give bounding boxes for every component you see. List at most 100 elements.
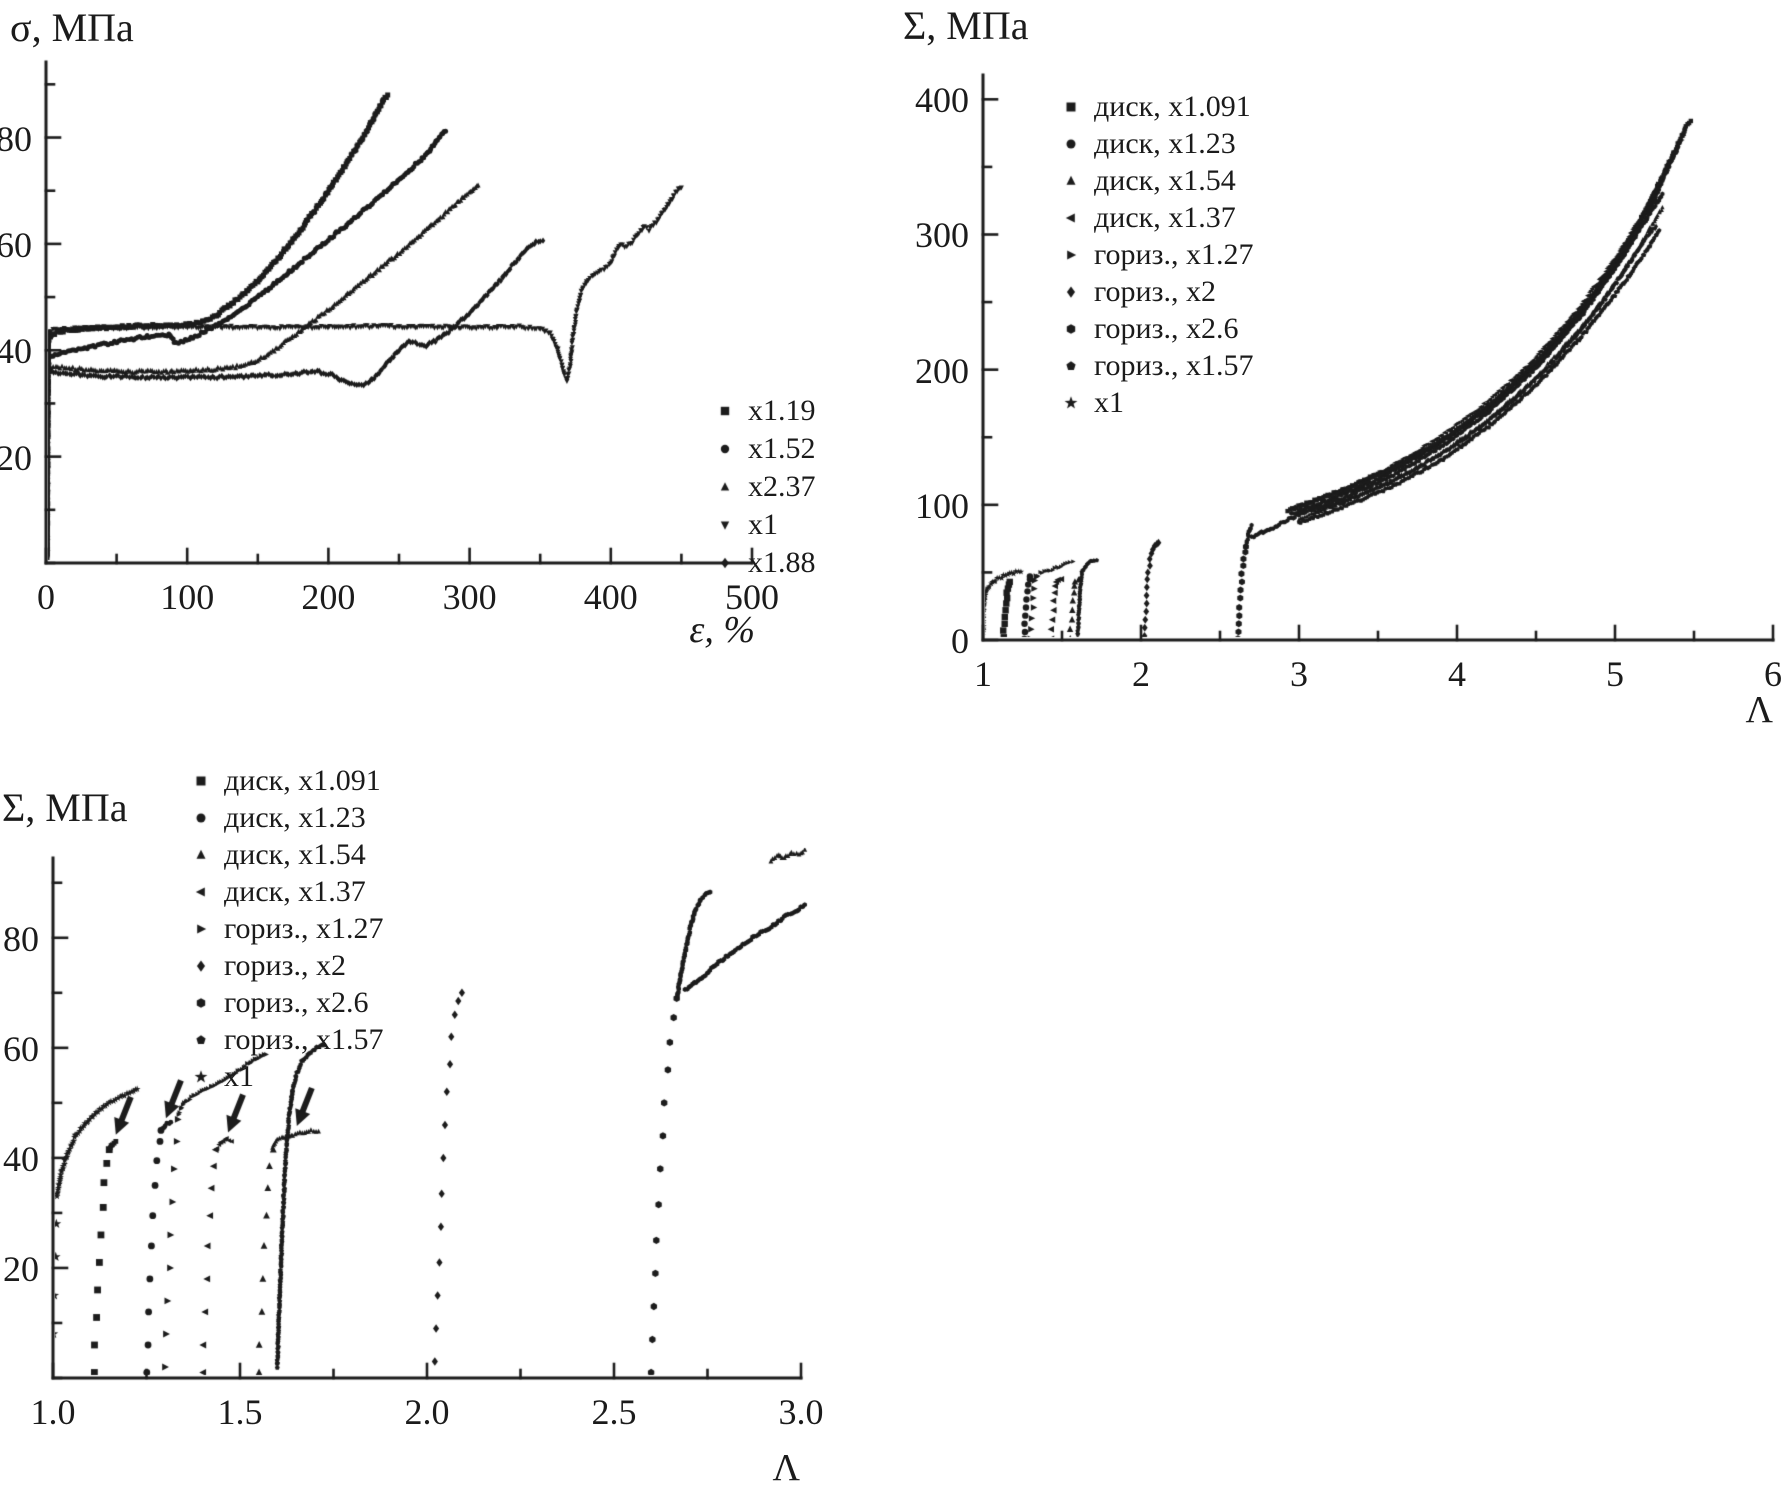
legend-item: диск, x1.54 <box>192 836 383 873</box>
legend-item: x1 <box>716 506 816 544</box>
legend-marker-square-icon <box>716 402 734 420</box>
legend-marker-triangle-up-icon <box>1062 171 1080 190</box>
legend-item: x1.52 <box>716 430 816 468</box>
panel3-x-tick-label: 2.5 <box>591 1392 637 1432</box>
legend-item: диск, x1.23 <box>1062 125 1253 162</box>
legend-item-label: гориз., x2 <box>224 948 346 982</box>
legend-item: гориз., x2.6 <box>1062 310 1253 347</box>
legend-marker-triangle-up-icon <box>716 478 734 496</box>
legend-item-label: диск, x1.091 <box>1094 89 1251 123</box>
panel2-x-tick-label: 2 <box>1132 654 1150 694</box>
legend-item: диск, x1.37 <box>1062 199 1253 236</box>
legend-item: гориз., x1.57 <box>1062 347 1253 384</box>
legend-marker-diamond-icon <box>1062 282 1080 301</box>
legend-marker-circle-icon <box>716 440 734 458</box>
panel2-legend: диск, x1.091 диск, x1.23 диск, x1.54 диск, … <box>1062 88 1253 421</box>
panel1-y-tick-label: 80 <box>0 118 32 159</box>
panel3-legend: диск, x1.091 диск, x1.23 диск, x1.54 диск, … <box>192 762 383 1095</box>
panel2-x-tick-label: 6 <box>1764 654 1782 694</box>
legend-item-label: диск, x1.54 <box>224 837 366 871</box>
panel3-y-tick-label: 60 <box>3 1028 39 1069</box>
panel2-x-tick-label: 5 <box>1606 654 1624 694</box>
legend-item: x2.37 <box>716 468 816 506</box>
legend-marker-star-icon <box>1062 393 1080 412</box>
legend-item-label: x2.37 <box>748 470 816 503</box>
legend-marker-pentagon-icon <box>192 1030 210 1049</box>
legend-item: x1.19 <box>716 392 816 430</box>
panel2-x-axis-title: Λ <box>1745 689 1773 731</box>
panel3-y-tick-label: 40 <box>3 1138 39 1179</box>
legend-item: гориз., x2 <box>192 947 383 984</box>
panel1-y-axis-title: σ, МПа <box>10 5 134 50</box>
legend-item-label: гориз., x1.57 <box>1094 348 1254 382</box>
panel2-x-tick-label: 3 <box>1290 654 1308 694</box>
legend-item: диск, x1.23 <box>192 799 383 836</box>
panel1-x-axis-title: ε, % <box>689 609 755 651</box>
panel1-x-tick-label: 100 <box>160 577 215 617</box>
legend-item: гориз., x1.27 <box>192 910 383 947</box>
legend-item-label: диск, x1.23 <box>224 800 366 834</box>
legend-marker-pentagon-icon <box>1062 356 1080 375</box>
panel1-x-tick-label: 400 <box>583 577 638 617</box>
panel3-x-axis-title: Λ <box>772 1447 800 1489</box>
legend-marker-circle-icon <box>192 808 210 827</box>
panel1-x-tick-label: 0 <box>37 577 55 617</box>
legend-marker-diamond-icon <box>716 554 734 572</box>
legend-item-label: x1 <box>224 1059 254 1093</box>
legend-marker-diamond-icon <box>192 956 210 975</box>
legend-marker-triangle-right-icon <box>192 919 210 938</box>
legend-item-label: диск, x1.37 <box>1094 200 1236 234</box>
panel3-y-tick-label: 80 <box>3 918 39 959</box>
legend-item-label: гориз., x1.57 <box>224 1022 384 1056</box>
legend-marker-triangle-right-icon <box>1062 245 1080 264</box>
legend-marker-hexagon-icon <box>1062 319 1080 338</box>
legend-item-label: x1.19 <box>748 394 816 427</box>
legend-item: гориз., x1.57 <box>192 1021 383 1058</box>
legend-item-label: гориз., x1.27 <box>224 911 384 945</box>
legend-item: x1 <box>192 1058 383 1095</box>
legend-marker-triangle-up-icon <box>192 845 210 864</box>
panel1-y-tick-label: 40 <box>0 331 32 372</box>
legend-item-label: диск, x1.54 <box>1094 163 1236 197</box>
panel2-y-axis-title: Σ, МПа <box>903 3 1029 48</box>
panel1-legend: x1.19 x1.52 x2.37 x1 x1.88 <box>716 392 816 582</box>
panel3-x-tick-label: 1.5 <box>217 1392 263 1432</box>
legend-item-label: x1 <box>1094 385 1124 419</box>
legend-item-label: диск, x1.37 <box>224 874 366 908</box>
panel3-x-tick-label: 1.0 <box>30 1392 76 1432</box>
panel3-x-tick-label: 3.0 <box>778 1392 824 1432</box>
panel1-y-tick-label: 60 <box>0 224 32 265</box>
legend-marker-circle-icon <box>1062 134 1080 153</box>
legend-marker-square-icon <box>1062 97 1080 116</box>
panel2-x-tick-label: 1 <box>974 654 992 694</box>
legend-item: гориз., x1.27 <box>1062 236 1253 273</box>
panel2-y-tick-label: 100 <box>915 485 969 526</box>
legend-item: гориз., x2.6 <box>192 984 383 1021</box>
panel2-y-tick-label: 400 <box>915 80 969 121</box>
legend-item-label: x1.52 <box>748 432 816 465</box>
panel1-x-tick-label: 300 <box>442 577 497 617</box>
legend-item-label: гориз., x2 <box>1094 274 1216 308</box>
panel2-x-tick-label: 4 <box>1448 654 1466 694</box>
legend-item-label: диск, x1.23 <box>1094 126 1236 160</box>
panel2-y-tick-label: 300 <box>915 215 969 256</box>
panel2-y-tick-label: 200 <box>915 350 969 391</box>
panel1-y-tick-label: 20 <box>0 437 32 478</box>
panel3-y-axis-title: Σ, МПа <box>2 785 128 830</box>
legend-marker-star-icon <box>192 1067 210 1086</box>
legend-marker-triangle-left-icon <box>1062 208 1080 227</box>
panel3-x-tick-label: 2.0 <box>404 1392 450 1432</box>
legend-item-label: x1 <box>748 508 778 541</box>
legend-item-label: гориз., x2.6 <box>224 985 369 1019</box>
panel1-x-tick-label: 500 <box>725 577 779 617</box>
panel1-x-tick-label: 200 <box>301 577 356 617</box>
legend-item-label: гориз., x2.6 <box>1094 311 1239 345</box>
legend-marker-hexagon-icon <box>192 993 210 1012</box>
legend-item-label: гориз., x1.27 <box>1094 237 1254 271</box>
legend-marker-triangle-down-icon <box>716 516 734 534</box>
legend-item-label: диск, x1.091 <box>224 763 381 797</box>
panel3-y-tick-label: 20 <box>3 1248 39 1289</box>
legend-item: гориз., x2 <box>1062 273 1253 310</box>
